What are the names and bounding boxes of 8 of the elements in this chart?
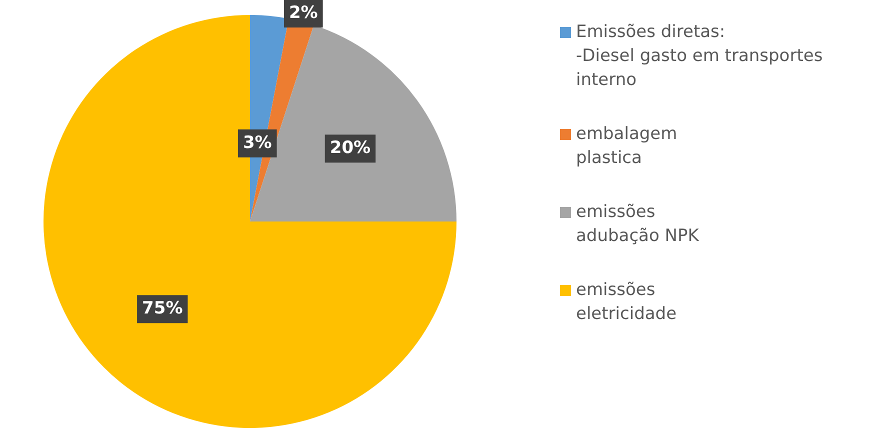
legend-label: Emissões diretas: -Diesel gasto em transportes interno	[576, 21, 823, 92]
data-label: 75%	[142, 298, 183, 319]
legend-label: embalagem plastica	[576, 123, 678, 170]
data-label: 2%	[288, 2, 318, 23]
data-label: 3%	[242, 132, 272, 153]
data-label: 20%	[330, 138, 371, 158]
legend-label: emissões eletricidade	[576, 279, 677, 326]
legend-label: emissões adubação NPK	[576, 201, 699, 248]
